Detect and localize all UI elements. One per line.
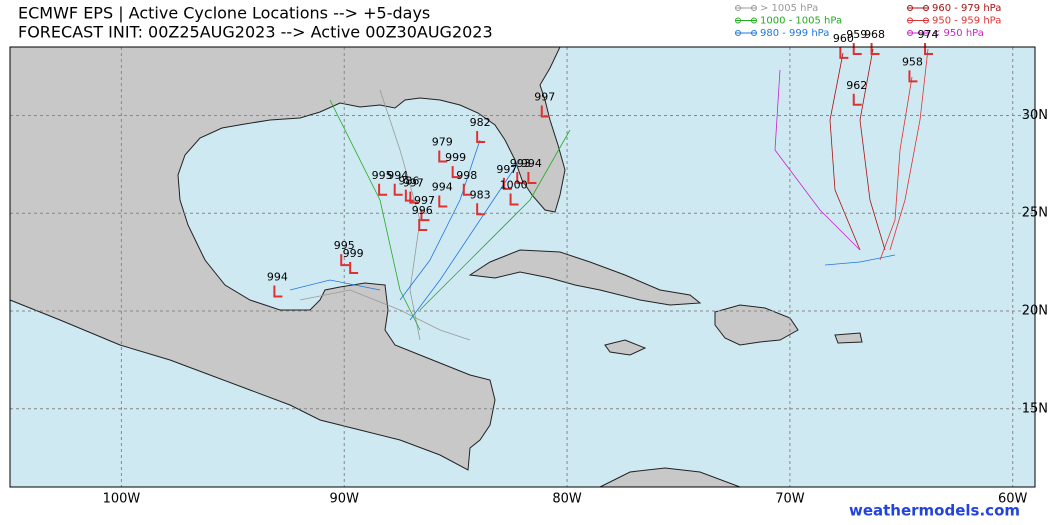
storm-marker xyxy=(502,177,512,190)
legend-label: 1000 - 1005 hPa xyxy=(760,16,842,27)
storm-pressure: 979 xyxy=(432,136,453,149)
storm-marker xyxy=(418,218,428,231)
storm-marker xyxy=(378,183,388,196)
storm-marker xyxy=(438,150,448,163)
x-tick-label: 100W xyxy=(103,492,141,507)
legend-swatch xyxy=(923,5,929,11)
storm-pressure: 982 xyxy=(470,116,491,129)
watermark: weathermodels.com xyxy=(849,502,1020,520)
legend-swatch xyxy=(735,5,741,11)
legend-swatch xyxy=(735,17,741,24)
storm-pressure: 995 xyxy=(372,169,393,182)
storm-marker xyxy=(839,46,849,59)
storm-pressure: 994 xyxy=(387,169,408,182)
storm-pressure: 993 xyxy=(510,157,531,170)
storm-marker xyxy=(476,203,486,216)
title: ECMWF EPS | Active Cyclone Locations -->… xyxy=(18,4,430,23)
storm-pressure: 997 xyxy=(403,177,424,190)
storm-pressure: 997 xyxy=(496,163,517,176)
storm-pressure: 996 xyxy=(412,204,433,217)
legend-swatch xyxy=(751,5,757,11)
storm-pressure: 999 xyxy=(445,151,466,164)
legend-label: 980 - 999 hPa xyxy=(760,28,829,39)
storm-marker xyxy=(509,193,519,206)
storm-pressure: 997 xyxy=(414,194,435,207)
storm-marker xyxy=(462,183,472,196)
legend-swatch xyxy=(735,30,741,36)
x-tick-label: 80W xyxy=(552,492,582,507)
storm-pressure: 994 xyxy=(267,270,288,283)
storm-marker xyxy=(404,189,414,202)
storm-pressure: 958 xyxy=(902,55,923,68)
storm-marker xyxy=(908,70,918,83)
storm-pressure: 960 xyxy=(833,32,854,45)
storm-pressure: 998 xyxy=(456,169,477,182)
storm-pressure: 995 xyxy=(334,239,355,252)
storm-marker xyxy=(451,166,461,179)
storm-pressure: 999 xyxy=(343,247,364,260)
storm-pressure: 994 xyxy=(521,157,542,170)
storm-marker xyxy=(476,130,486,143)
storm-pressure: 994 xyxy=(432,180,453,193)
legend-swatch xyxy=(751,17,757,24)
x-tick-label: 70W xyxy=(775,492,805,507)
x-tick-label: 90W xyxy=(330,492,360,507)
storm-marker xyxy=(273,285,283,298)
legend-swatch xyxy=(907,17,913,24)
subtitle: FORECAST INIT: 00Z25AUG2023 --> Active 0… xyxy=(18,23,493,42)
storm-marker xyxy=(340,254,350,267)
legend-label: > 1005 hPa xyxy=(760,3,818,14)
legend-swatch xyxy=(923,17,929,24)
storm-marker xyxy=(349,261,359,274)
legend-swatch xyxy=(907,5,913,11)
legend-label: < 950 hPa xyxy=(932,28,984,39)
storm-marker xyxy=(393,183,403,196)
storm-marker xyxy=(420,209,430,222)
storm-pressure: 974 xyxy=(918,28,939,41)
storm-pressure: 1000 xyxy=(500,179,528,192)
storm-marker xyxy=(540,105,550,118)
legend-swatch xyxy=(907,30,913,36)
x-tick-label: 60W xyxy=(998,492,1028,507)
storm-pressure: 968 xyxy=(864,28,885,41)
storm-pressure: 962 xyxy=(846,79,867,92)
storm-marker xyxy=(438,195,448,208)
legend-label: 950 - 959 hPa xyxy=(932,16,1001,27)
storm-marker xyxy=(852,93,862,106)
legend-swatch xyxy=(923,30,929,36)
storm-marker xyxy=(527,172,537,185)
legend-swatch xyxy=(751,30,757,36)
storm-marker xyxy=(516,172,526,185)
storm-pressure: 983 xyxy=(470,188,491,201)
storm-pressure: 986 xyxy=(398,175,419,188)
legend-label: 960 - 979 hPa xyxy=(932,3,1001,14)
frame xyxy=(9,46,1036,488)
land xyxy=(9,46,863,488)
storm-marker xyxy=(409,191,419,204)
storm-pressure: 959 xyxy=(846,28,867,41)
storm-pressure: 997 xyxy=(534,91,555,104)
